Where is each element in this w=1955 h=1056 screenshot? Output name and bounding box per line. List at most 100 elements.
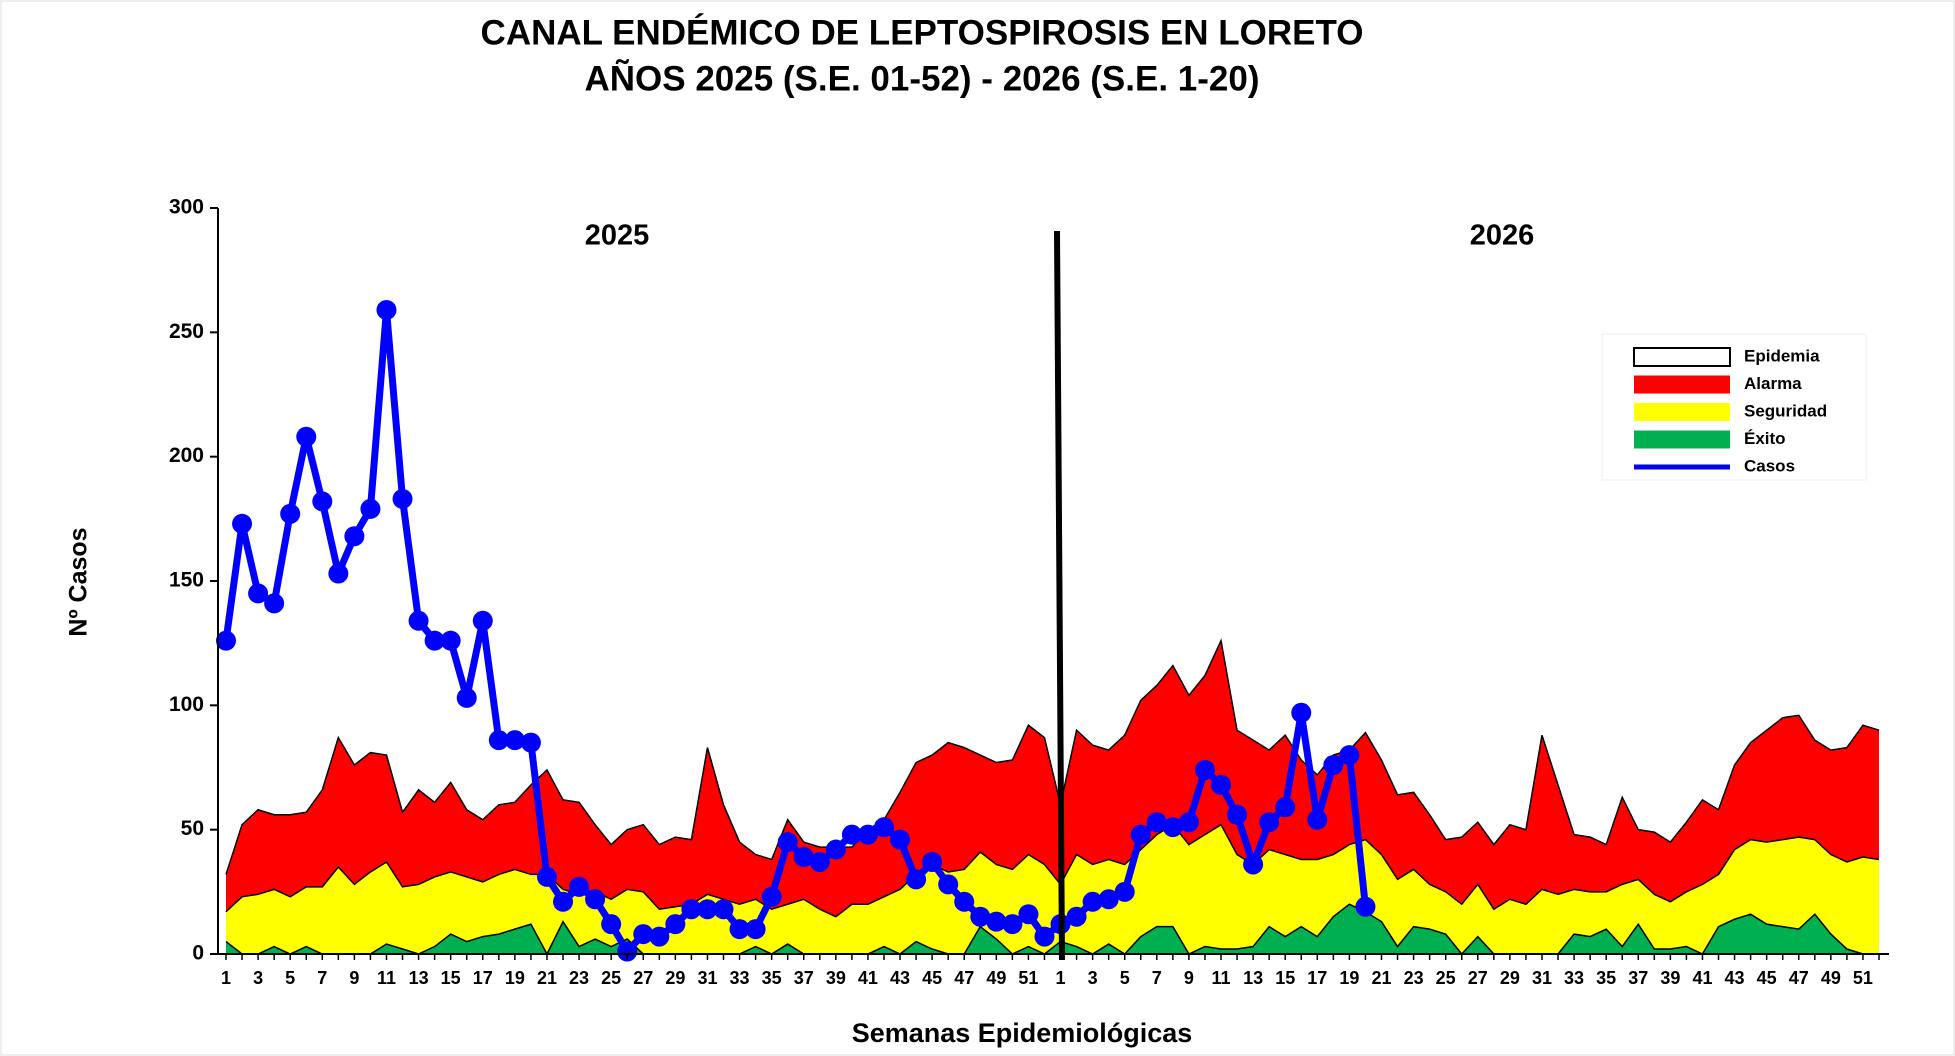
area bbox=[226, 824, 1879, 954]
x-tick-label: 23 bbox=[1404, 968, 1424, 988]
y-tick-label: 250 bbox=[169, 320, 204, 343]
x-tick-label: 3 bbox=[1088, 968, 1098, 988]
marker bbox=[248, 583, 269, 604]
marker bbox=[986, 911, 1007, 932]
x-tick-label: 37 bbox=[1628, 968, 1648, 988]
marker bbox=[424, 630, 445, 651]
x-tick-label: 15 bbox=[1275, 968, 1295, 988]
marker bbox=[1307, 809, 1328, 830]
x-tick-label: 47 bbox=[1789, 968, 1809, 988]
x-tick-label: 21 bbox=[537, 968, 557, 988]
marker bbox=[1227, 804, 1248, 825]
x-tick-label: 33 bbox=[1564, 968, 1584, 988]
marker bbox=[1114, 881, 1135, 902]
marker bbox=[1098, 889, 1119, 910]
area bbox=[226, 904, 1879, 954]
x-tick-label: 7 bbox=[317, 968, 327, 988]
x-tick-label: 17 bbox=[473, 968, 493, 988]
marker bbox=[1082, 891, 1103, 912]
marker bbox=[1034, 926, 1055, 947]
marker bbox=[488, 730, 509, 751]
marker bbox=[970, 906, 991, 927]
x-tick-label: 15 bbox=[441, 968, 461, 988]
x-tick-label: 43 bbox=[890, 968, 910, 988]
legend-swatch bbox=[1634, 403, 1730, 421]
marker bbox=[633, 924, 654, 945]
marker bbox=[536, 866, 557, 887]
marker bbox=[745, 919, 766, 940]
marker bbox=[553, 891, 574, 912]
marker bbox=[472, 610, 493, 631]
marker bbox=[1355, 896, 1376, 917]
marker bbox=[1146, 812, 1167, 833]
x-tick-label: 5 bbox=[285, 968, 295, 988]
area bbox=[226, 640, 1879, 954]
year-divider bbox=[1054, 230, 1065, 961]
chart-subtitle: AÑOS 2025 (S.E. 01-52) - 2026 (S.E. 1-20… bbox=[584, 59, 1259, 98]
y-axis-label: Nº Casos bbox=[65, 527, 93, 636]
marker bbox=[1178, 812, 1199, 833]
marker bbox=[1243, 854, 1264, 875]
x-tick-label: 11 bbox=[377, 968, 396, 988]
x-tick-label: 21 bbox=[1371, 968, 1391, 988]
legend-swatch bbox=[1634, 375, 1730, 394]
legend-label: Alarma bbox=[1744, 374, 1802, 393]
marker bbox=[440, 630, 461, 651]
x-tick-label: 39 bbox=[1660, 968, 1680, 988]
marker bbox=[601, 914, 622, 935]
area-edge bbox=[225, 638, 1880, 875]
marker bbox=[873, 817, 894, 838]
x-tick-label: 25 bbox=[601, 968, 621, 988]
marker bbox=[1323, 755, 1344, 776]
marker bbox=[392, 488, 413, 509]
marker bbox=[938, 874, 959, 895]
marker bbox=[585, 889, 606, 910]
marker bbox=[954, 891, 975, 912]
marker bbox=[360, 498, 381, 519]
x-tick-label: 49 bbox=[986, 968, 1006, 988]
legend-label: Éxito bbox=[1744, 429, 1786, 448]
legend-label: Epidemia bbox=[1744, 346, 1820, 365]
x-tick-label: 35 bbox=[1596, 968, 1616, 988]
marker bbox=[232, 513, 253, 534]
marker bbox=[761, 886, 782, 907]
x-tick-label: 19 bbox=[1339, 968, 1359, 988]
x-tick-label: 13 bbox=[409, 968, 429, 988]
marker bbox=[280, 503, 301, 524]
marker bbox=[1130, 824, 1151, 845]
x-tick-label: 3 bbox=[253, 968, 263, 988]
x-tick-label: 29 bbox=[1500, 968, 1520, 988]
x-tick-label: 27 bbox=[633, 968, 653, 988]
y-tick-label: 100 bbox=[169, 693, 204, 716]
marker bbox=[408, 610, 429, 631]
marker bbox=[216, 630, 236, 651]
x-tick-label: 51 bbox=[1853, 968, 1873, 988]
x-tick-label: 43 bbox=[1725, 968, 1745, 988]
marker bbox=[264, 593, 285, 614]
legend: Epidemia Alarma Seguridad Éxito Casos bbox=[1601, 333, 1867, 481]
marker bbox=[713, 899, 734, 920]
marker bbox=[504, 730, 525, 751]
x-tick-label: 37 bbox=[794, 968, 814, 988]
marker bbox=[1339, 745, 1360, 766]
x-tick-label: 25 bbox=[1436, 968, 1456, 988]
y-tick-label: 50 bbox=[181, 817, 204, 840]
x-tick-label: 11 bbox=[1211, 968, 1230, 988]
x-tick-label: 9 bbox=[349, 968, 359, 988]
x-tick-label: 29 bbox=[665, 968, 685, 988]
marker bbox=[1275, 797, 1296, 818]
marker bbox=[922, 851, 943, 872]
marker bbox=[1066, 906, 1087, 927]
x-tick-label: 41 bbox=[858, 968, 878, 988]
marker bbox=[665, 914, 686, 935]
x-tick-label: 5 bbox=[1120, 968, 1130, 988]
x-tick-label: 41 bbox=[1692, 968, 1712, 988]
x-tick-label: 9 bbox=[1184, 968, 1194, 988]
x-tick-label: 1 bbox=[221, 968, 231, 988]
x-tick-label: 17 bbox=[1307, 968, 1327, 988]
marker bbox=[328, 563, 349, 584]
marker bbox=[344, 526, 365, 547]
x-tick-label: 39 bbox=[826, 968, 846, 988]
marker bbox=[617, 941, 638, 962]
